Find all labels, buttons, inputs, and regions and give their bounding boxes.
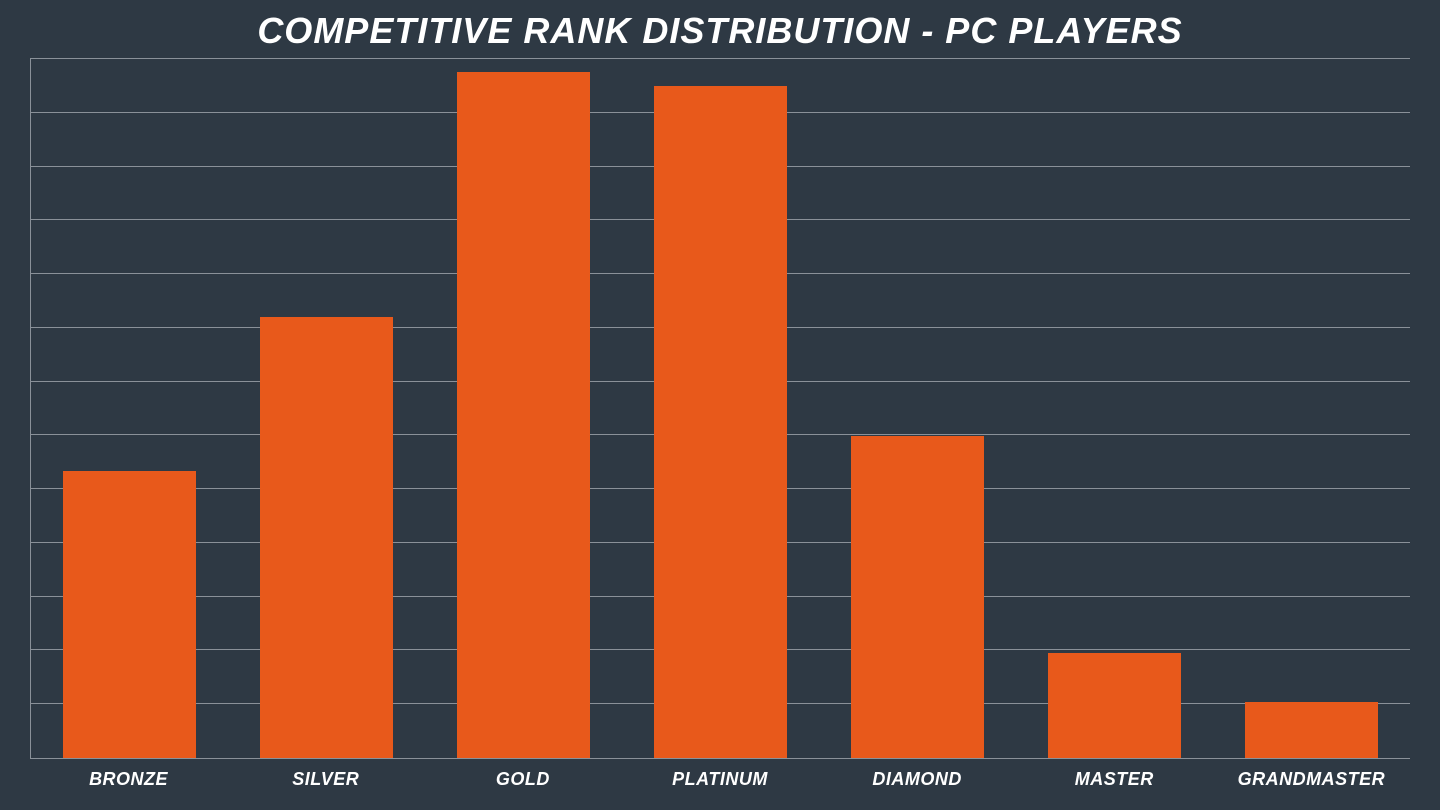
- chart-title: COMPETITIVE RANK DISTRIBUTION - PC PLAYE…: [30, 10, 1410, 52]
- bars-group: [31, 58, 1410, 758]
- bar-bronze: [63, 471, 197, 758]
- x-label-diamond: DIAMOND: [819, 769, 1016, 790]
- bar-slot: [819, 58, 1016, 758]
- bar-silver: [260, 317, 394, 758]
- x-label-grandmaster: GRANDMASTER: [1213, 769, 1410, 790]
- x-label-silver: SILVER: [227, 769, 424, 790]
- bar-platinum: [654, 86, 788, 758]
- x-axis-labels: BRONZESILVERGOLDPLATINUMDIAMONDMASTERGRA…: [30, 769, 1410, 790]
- bar-slot: [425, 58, 622, 758]
- x-label-gold: GOLD: [424, 769, 621, 790]
- bar-slot: [1213, 58, 1410, 758]
- bar-slot: [228, 58, 425, 758]
- bar-grandmaster: [1245, 702, 1379, 758]
- bar-gold: [457, 72, 591, 758]
- bar-slot: [1016, 58, 1213, 758]
- x-label-bronze: BRONZE: [30, 769, 227, 790]
- chart-container: COMPETITIVE RANK DISTRIBUTION - PC PLAYE…: [0, 0, 1440, 810]
- bar-slot: [622, 58, 819, 758]
- plot-area: [30, 58, 1410, 759]
- x-label-platinum: PLATINUM: [621, 769, 818, 790]
- bar-diamond: [851, 436, 985, 758]
- x-label-master: MASTER: [1016, 769, 1213, 790]
- bar-slot: [31, 58, 228, 758]
- bar-master: [1048, 653, 1182, 758]
